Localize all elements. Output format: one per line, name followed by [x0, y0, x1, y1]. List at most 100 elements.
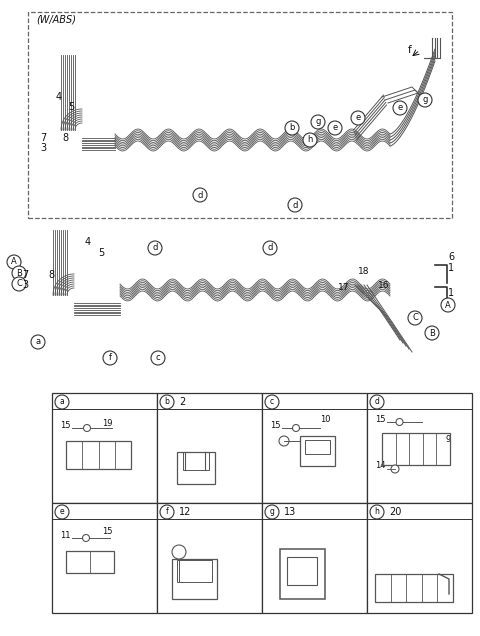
Bar: [367, 393, 472, 503]
Circle shape: [441, 298, 455, 312]
Bar: [177, 452, 215, 484]
Bar: [52, 503, 157, 613]
Text: 12: 12: [179, 507, 192, 517]
Text: B: B: [429, 329, 435, 338]
Text: 1: 1: [448, 288, 454, 298]
Bar: [305, 440, 330, 454]
Bar: [66, 441, 131, 469]
Text: f: f: [108, 354, 111, 363]
Text: b: b: [165, 398, 169, 406]
Circle shape: [408, 311, 422, 325]
Text: a: a: [36, 338, 41, 347]
Circle shape: [151, 351, 165, 365]
Circle shape: [279, 436, 289, 446]
Bar: [52, 393, 157, 503]
Text: f: f: [408, 45, 412, 55]
Text: 18: 18: [358, 268, 370, 277]
Text: 3: 3: [40, 143, 46, 153]
Bar: [300, 436, 335, 466]
Text: g: g: [315, 118, 321, 127]
Text: 4: 4: [85, 237, 91, 247]
Bar: [28, 12, 452, 218]
Text: h: h: [307, 135, 312, 144]
Text: (W/ABS): (W/ABS): [36, 14, 76, 24]
Text: C: C: [16, 279, 22, 289]
Circle shape: [12, 277, 26, 291]
Text: d: d: [152, 244, 158, 252]
Text: 1: 1: [448, 263, 454, 273]
Text: 6: 6: [448, 252, 454, 262]
Circle shape: [84, 424, 91, 431]
Circle shape: [288, 198, 302, 212]
Circle shape: [263, 241, 277, 255]
Text: 5: 5: [98, 248, 104, 258]
Text: e: e: [397, 104, 403, 113]
Circle shape: [31, 335, 45, 349]
Circle shape: [55, 395, 69, 409]
Text: g: g: [422, 95, 428, 104]
Text: 8: 8: [62, 133, 68, 143]
Text: b: b: [289, 123, 295, 132]
Circle shape: [370, 505, 384, 519]
Text: c: c: [156, 354, 160, 363]
Text: C: C: [412, 314, 418, 322]
Text: A: A: [11, 258, 17, 266]
Text: 9: 9: [445, 434, 450, 443]
Text: 15: 15: [270, 420, 280, 429]
Text: a: a: [60, 398, 64, 406]
Text: 15: 15: [102, 527, 112, 536]
Text: 7: 7: [40, 133, 46, 143]
Bar: [172, 559, 217, 599]
Bar: [287, 557, 317, 585]
Text: d: d: [197, 191, 203, 200]
Circle shape: [160, 505, 174, 519]
Text: f: f: [166, 508, 168, 516]
Circle shape: [265, 505, 279, 519]
Circle shape: [311, 115, 325, 129]
Circle shape: [418, 93, 432, 107]
Text: 7: 7: [22, 270, 28, 280]
Text: 11: 11: [60, 530, 71, 539]
Text: 20: 20: [389, 507, 401, 517]
Bar: [382, 433, 450, 465]
Circle shape: [351, 111, 365, 125]
Circle shape: [328, 121, 342, 135]
Bar: [177, 560, 212, 582]
Text: d: d: [292, 200, 298, 209]
Bar: [262, 393, 367, 503]
Circle shape: [103, 351, 117, 365]
Text: B: B: [16, 268, 22, 277]
Text: 4: 4: [56, 92, 62, 102]
Text: 5: 5: [68, 102, 74, 112]
Circle shape: [160, 395, 174, 409]
Circle shape: [83, 534, 89, 541]
Text: d: d: [374, 398, 379, 406]
Text: g: g: [270, 508, 275, 516]
Text: c: c: [270, 398, 274, 406]
Circle shape: [285, 121, 299, 135]
Text: d: d: [267, 244, 273, 252]
Bar: [367, 503, 472, 613]
Circle shape: [391, 465, 399, 473]
Circle shape: [12, 266, 26, 280]
Circle shape: [393, 101, 407, 115]
Circle shape: [193, 188, 207, 202]
Text: 19: 19: [102, 418, 112, 427]
Bar: [262, 503, 367, 613]
Text: e: e: [60, 508, 64, 516]
Bar: [157, 503, 262, 613]
Bar: [280, 549, 325, 599]
Text: e: e: [355, 113, 360, 123]
Circle shape: [148, 241, 162, 255]
Text: 14: 14: [375, 462, 385, 471]
Bar: [375, 574, 453, 602]
Text: 10: 10: [320, 415, 331, 424]
Text: 8: 8: [48, 270, 54, 280]
Bar: [183, 452, 209, 470]
Circle shape: [55, 505, 69, 519]
Text: 16: 16: [378, 280, 389, 289]
Circle shape: [265, 395, 279, 409]
Text: 15: 15: [60, 420, 71, 429]
Text: 17: 17: [338, 282, 349, 291]
Text: 15: 15: [375, 415, 385, 424]
